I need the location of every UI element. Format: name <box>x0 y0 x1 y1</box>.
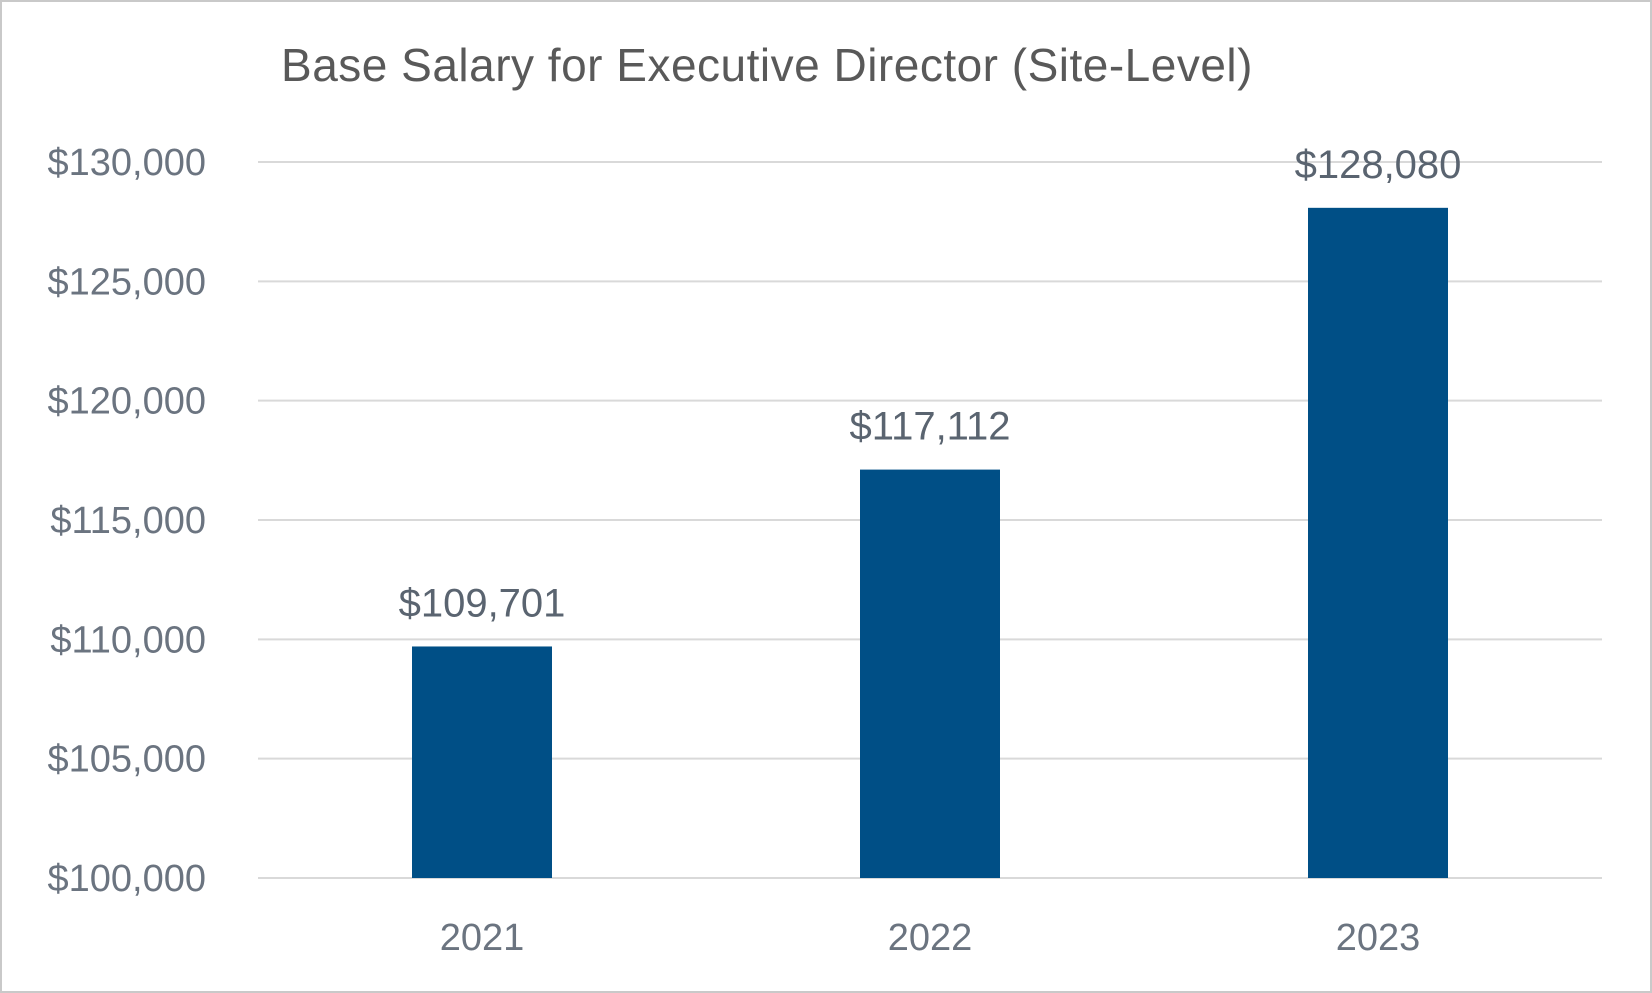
bar-2023 <box>1308 207 1448 879</box>
y-tick-label: $110,000 <box>50 619 206 661</box>
y-tick-label: $130,000 <box>48 142 207 184</box>
data-label: $128,080 <box>1295 143 1462 187</box>
x-tick-label: 2021 <box>440 917 525 959</box>
x-tick-label: 2023 <box>1336 917 1421 959</box>
y-tick-label: $100,000 <box>48 858 207 900</box>
chart-title: Base Salary for Executive Director (Site… <box>281 39 1253 91</box>
bar-2022 <box>860 469 1000 878</box>
data-label: $109,701 <box>399 581 566 625</box>
data-label: $117,112 <box>850 405 1011 449</box>
y-tick-label: $105,000 <box>48 739 207 781</box>
y-tick-label: $120,000 <box>48 381 207 423</box>
y-tick-label: $115,000 <box>50 500 206 542</box>
bar-2021 <box>412 646 552 878</box>
y-tick-label: $125,000 <box>48 261 207 303</box>
x-tick-label: 2022 <box>888 917 973 959</box>
